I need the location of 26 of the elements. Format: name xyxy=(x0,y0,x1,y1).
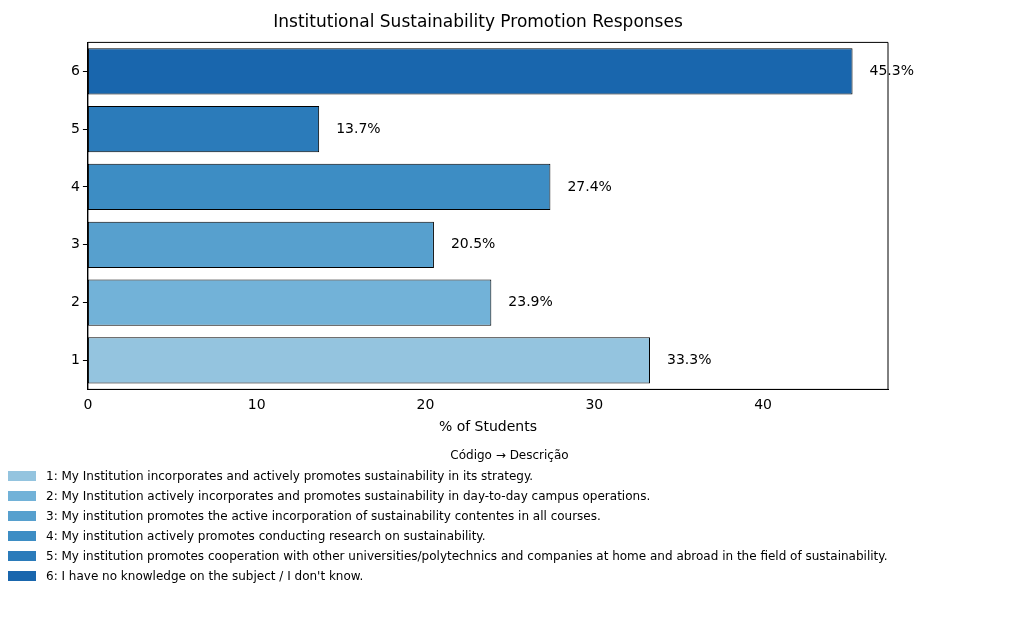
y-tick-label: 1 xyxy=(70,351,80,368)
data-label: 33.3% xyxy=(667,351,712,368)
y-tick-label: 6 xyxy=(70,61,80,78)
legend-label: 5: My institution promotes cooperation with other universities/polytechnics and companies at home and abroad in the field of sustainability. xyxy=(46,549,888,563)
x-axis-title: % of Students xyxy=(438,418,538,435)
y-tick-label: 5 xyxy=(70,119,80,136)
data-label: 45.3% xyxy=(869,61,915,78)
x-tick-label: 10 xyxy=(247,396,266,413)
x-tick-label: 0 xyxy=(83,396,93,413)
data-label: 20.5% xyxy=(450,235,496,252)
legend-title: Código → Descrição xyxy=(449,448,570,462)
y-tick-label: 4 xyxy=(70,177,80,194)
legend-label: 2: My Institution actively incorporates and promotes sustainability in day-to-day campus operations. xyxy=(46,489,651,503)
legend-label: 3: My institution promotes the active incorporation of sustainability contentes in all courses. xyxy=(46,509,601,523)
legend-label: 1: My Institution incorporates and actively promotes sustainability in its strategy. xyxy=(46,469,534,483)
y-tick-label: 2 xyxy=(70,293,80,310)
data-label: 27.4% xyxy=(567,177,612,194)
legend-label: 6: I have no knowledge on the subject / I don't know. xyxy=(46,569,364,583)
data-label: 13.7% xyxy=(336,119,381,136)
legend-label: 4: My institution actively promotes conducting research on sustainability. xyxy=(46,529,486,543)
y-tick-label: 3 xyxy=(70,235,80,252)
x-tick-label: 40 xyxy=(754,396,773,413)
chart-title: Institutional Sustainability Promotion Responses xyxy=(273,10,683,31)
data-label: 23.9% xyxy=(508,293,553,310)
x-tick-label: 30 xyxy=(585,396,604,413)
x-tick-label: 20 xyxy=(416,396,435,413)
